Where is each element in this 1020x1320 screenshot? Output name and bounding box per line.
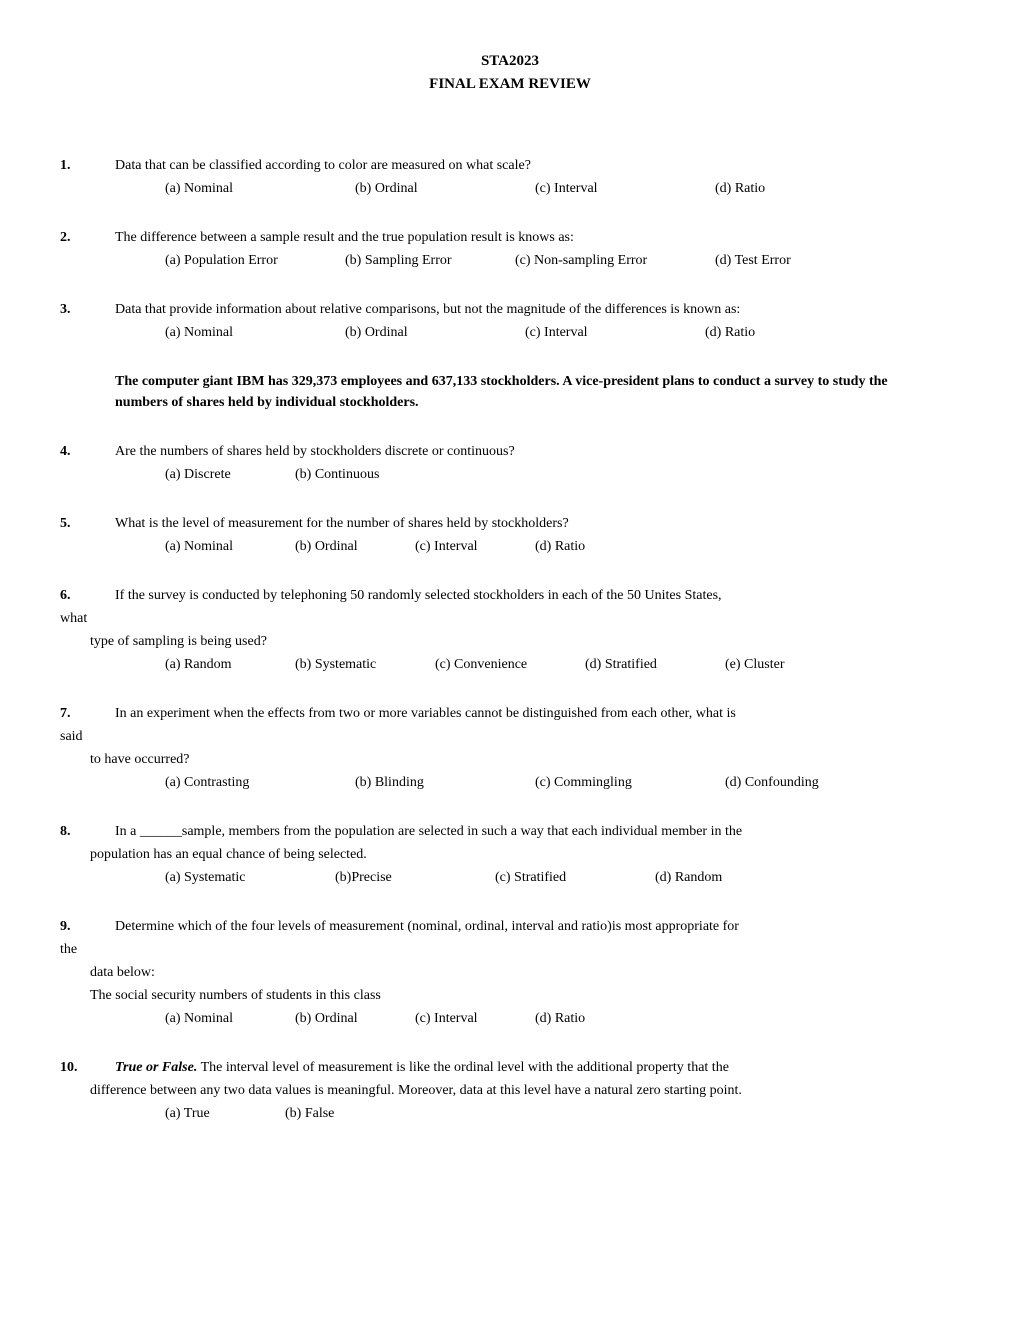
document-header: STA2023 FINAL EXAM REVIEW: [60, 50, 960, 95]
course-code: STA2023: [60, 50, 960, 73]
options-row: (a) Nominal (b) Ordinal (c) Interval (d)…: [115, 322, 960, 343]
question-number: 1.: [60, 155, 115, 199]
true-false-prefix: True or False.: [115, 1060, 197, 1075]
option-a: (a) Nominal: [165, 536, 295, 557]
question-9: 9. Determine which of the four levels of…: [60, 916, 960, 1029]
question-number: 7.: [60, 703, 115, 793]
question-1: 1. Data that can be classified according…: [60, 155, 960, 199]
option-a: (a) Nominal: [165, 322, 345, 343]
option-c: (c) Interval: [535, 178, 715, 199]
question-text-cont2: to have occurred?: [90, 749, 960, 770]
options-row: (a) Nominal (b) Ordinal (c) Interval (d)…: [115, 178, 960, 199]
question-text: Are the numbers of shares held by stockh…: [115, 441, 960, 462]
option-c: (c) Stratified: [495, 867, 655, 888]
question-text-cont: what: [60, 608, 960, 629]
question-text: What is the level of measurement for the…: [115, 513, 960, 534]
question-number: 4.: [60, 441, 115, 485]
question-number: 3.: [60, 299, 115, 343]
option-b: (b) Systematic: [295, 654, 435, 675]
option-c: (c) Convenience: [435, 654, 585, 675]
question-10: 10. True or False. The interval level of…: [60, 1057, 960, 1124]
doc-title: FINAL EXAM REVIEW: [60, 73, 960, 96]
question-8: 8. In a ______sample, members from the p…: [60, 821, 960, 888]
option-a: (a) Population Error: [165, 250, 345, 271]
option-d: (d) Confounding: [725, 772, 865, 793]
question-5: 5. What is the level of measurement for …: [60, 513, 960, 557]
question-text-part: The interval level of measurement is lik…: [197, 1060, 729, 1075]
option-c: (c) Interval: [525, 322, 705, 343]
option-b: (b) False: [285, 1103, 385, 1124]
option-b: (b) Continuous: [295, 464, 435, 485]
option-b: (b) Ordinal: [295, 1008, 415, 1029]
question-text-cont2: data below:: [90, 962, 960, 983]
question-number: 2.: [60, 227, 115, 271]
question-number: 5.: [60, 513, 115, 557]
option-d: (d) Ratio: [705, 322, 805, 343]
options-row: (a) Random (b) Systematic (c) Convenienc…: [115, 654, 960, 675]
question-text-cont: said: [60, 726, 960, 747]
question-number: 6.: [60, 585, 115, 675]
question-text-cont: the: [60, 939, 960, 960]
question-text: In an experiment when the effects from t…: [115, 703, 960, 724]
option-b: (b) Blinding: [355, 772, 535, 793]
option-d: (d) Ratio: [535, 536, 635, 557]
option-a: (a) Nominal: [165, 178, 355, 199]
option-c: (c) Non-sampling Error: [515, 250, 715, 271]
options-row: (a) Discrete (b) Continuous: [115, 464, 960, 485]
option-b: (b) Ordinal: [295, 536, 415, 557]
option-c: (c) Interval: [415, 536, 535, 557]
question-text: In a ______sample, members from the popu…: [115, 821, 960, 842]
context-paragraph: The computer giant IBM has 329,373 emplo…: [115, 371, 940, 413]
options-row: (a) Nominal (b) Ordinal (c) Interval (d)…: [115, 1008, 960, 1029]
option-a: (a) Contrasting: [165, 772, 355, 793]
option-b: (b) Ordinal: [345, 322, 525, 343]
question-text: Data that can be classified according to…: [115, 155, 960, 176]
option-a: (a) Nominal: [165, 1008, 295, 1029]
option-d: (d) Ratio: [535, 1008, 635, 1029]
option-a: (a) Systematic: [165, 867, 335, 888]
question-text: If the survey is conducted by telephonin…: [115, 585, 960, 606]
option-b: (b) Ordinal: [355, 178, 535, 199]
option-d: (d) Stratified: [585, 654, 725, 675]
question-7: 7. In an experiment when the effects fro…: [60, 703, 960, 793]
question-text-cont: population has an equal chance of being …: [90, 844, 960, 865]
option-b: (b)Precise: [335, 867, 495, 888]
question-6: 6. If the survey is conducted by telepho…: [60, 585, 960, 675]
question-text: The difference between a sample result a…: [115, 227, 960, 248]
options-row: (a) Systematic (b)Precise (c) Stratified…: [115, 867, 960, 888]
question-text: Data that provide information about rela…: [115, 299, 960, 320]
option-d: (d) Test Error: [715, 250, 835, 271]
options-row: (a) True (b) False: [115, 1103, 960, 1124]
question-text-cont2: type of sampling is being used?: [90, 631, 960, 652]
question-text-cont3: The social security numbers of students …: [90, 985, 960, 1006]
option-d: (d) Ratio: [715, 178, 815, 199]
option-e: (e) Cluster: [725, 654, 825, 675]
question-text-cont: difference between any two data values i…: [90, 1080, 960, 1101]
question-4: 4. Are the numbers of shares held by sto…: [60, 441, 960, 485]
question-3: 3. Data that provide information about r…: [60, 299, 960, 343]
question-text: True or False. The interval level of mea…: [115, 1057, 960, 1078]
option-c: (c) Interval: [415, 1008, 535, 1029]
options-row: (a) Contrasting (b) Blinding (c) Comming…: [115, 772, 960, 793]
option-a: (a) Discrete: [165, 464, 295, 485]
options-row: (a) Nominal (b) Ordinal (c) Interval (d)…: [115, 536, 960, 557]
options-row: (a) Population Error (b) Sampling Error …: [115, 250, 960, 271]
option-a: (a) True: [165, 1103, 285, 1124]
question-2: 2. The difference between a sample resul…: [60, 227, 960, 271]
option-b: (b) Sampling Error: [345, 250, 515, 271]
option-d: (d) Random: [655, 867, 775, 888]
question-text: Determine which of the four levels of me…: [115, 916, 960, 937]
option-c: (c) Commingling: [535, 772, 725, 793]
option-a: (a) Random: [165, 654, 295, 675]
